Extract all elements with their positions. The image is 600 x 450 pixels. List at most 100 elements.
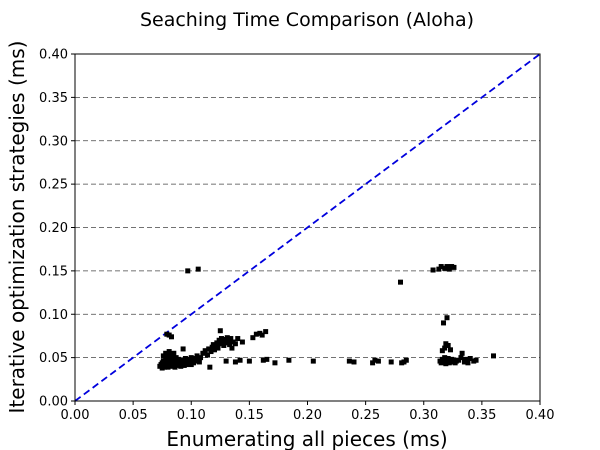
data-point [388, 359, 394, 365]
data-point [372, 357, 378, 363]
data-point [225, 338, 231, 344]
data-point [246, 358, 252, 364]
data-point [224, 335, 230, 341]
x-tick-label: 0.30 [409, 408, 438, 423]
x-tick-label: 0.15 [235, 408, 264, 423]
data-point [456, 357, 462, 363]
data-point [491, 353, 496, 359]
y-axis-label: Iterative optimization strategies (ms) [5, 41, 29, 414]
data-point [398, 279, 403, 285]
data-point [227, 342, 233, 348]
x-tick-label: 0.35 [467, 408, 496, 423]
data-point [188, 355, 194, 361]
data-point [253, 331, 259, 337]
data-point [180, 346, 186, 352]
data-point [163, 350, 169, 356]
data-point [232, 359, 238, 365]
data-point [239, 339, 245, 345]
data-point [214, 340, 220, 346]
data-point [443, 361, 449, 367]
data-point [160, 353, 166, 359]
data-point [458, 355, 464, 361]
y-tick-label: 0.05 [39, 351, 68, 366]
data-point [202, 348, 208, 354]
reference-diagonal-line [74, 53, 541, 402]
data-point [375, 358, 381, 364]
x-tick-label: 0.20 [293, 408, 322, 423]
x-axis-ticks: 0.00 0.05 0.10 0.15 0.20 0.25 0.30 0.35 0.40 [61, 401, 555, 423]
data-point [430, 267, 436, 273]
data-point [351, 359, 357, 365]
data-point [182, 355, 188, 361]
y-tick-label: 0.40 [39, 48, 68, 63]
data-point [451, 264, 457, 270]
x-tick-label: 0.05 [119, 408, 148, 423]
y-tick-label: 0.15 [39, 264, 68, 279]
data-point [259, 332, 265, 338]
data-point [346, 358, 352, 364]
y-tick-label: 0.00 [39, 395, 68, 410]
data-point [235, 336, 241, 342]
data-point [441, 320, 447, 326]
y-tick-label: 0.20 [39, 221, 68, 236]
data-point [209, 344, 215, 350]
data-point [192, 355, 198, 361]
data-point [229, 345, 235, 351]
data-point [194, 353, 200, 359]
data-point [442, 345, 448, 351]
x-tick-label: 0.00 [61, 408, 90, 423]
data-point [439, 348, 445, 354]
data-point [196, 359, 202, 365]
chart-title: Seaching Time Comparison (Aloha) [140, 9, 474, 31]
data-point [438, 264, 444, 270]
x-tick-label: 0.25 [351, 408, 380, 423]
data-point [206, 346, 212, 352]
data-point [465, 360, 471, 366]
data-point [263, 329, 269, 335]
data-point [228, 336, 234, 342]
data-point [473, 357, 479, 363]
data-point [461, 359, 467, 365]
data-point [205, 352, 211, 358]
data-point [463, 356, 469, 362]
data-point [218, 336, 224, 342]
y-axis-ticks: 0.00 0.05 0.10 0.15 0.20 0.25 0.30 0.35 0.40 [39, 48, 75, 410]
data-point [459, 350, 465, 356]
data-point [237, 357, 243, 363]
data-point [445, 342, 451, 348]
data-point [436, 266, 442, 272]
data-point [442, 355, 448, 361]
data-point [445, 355, 451, 361]
data-point [215, 345, 221, 351]
x-tick-label: 0.40 [526, 408, 555, 423]
data-point [195, 266, 201, 272]
y-tick-label: 0.25 [39, 178, 68, 193]
data-point [250, 335, 256, 341]
data-point [444, 264, 450, 270]
data-point [447, 347, 453, 353]
data-point [264, 356, 270, 362]
data-point [221, 342, 227, 348]
data-point [467, 355, 473, 361]
data-point [170, 352, 176, 358]
data-point [168, 334, 174, 340]
data-point [175, 356, 181, 362]
data-point [260, 357, 266, 363]
data-point [207, 364, 213, 370]
data-point [208, 349, 214, 355]
x-axis-label: Enumerating all pieces (ms) [166, 427, 447, 450]
data-points [157, 264, 496, 371]
data-point [185, 268, 191, 274]
data-point [232, 341, 238, 347]
data-point [444, 315, 450, 321]
data-point [178, 363, 184, 369]
data-point [272, 360, 278, 366]
data-point [370, 360, 376, 366]
y-tick-label: 0.10 [39, 308, 68, 323]
data-point [446, 266, 452, 272]
x-tick-label: 0.10 [177, 408, 206, 423]
data-point [166, 349, 172, 355]
data-point [286, 357, 292, 363]
data-point [198, 355, 204, 361]
